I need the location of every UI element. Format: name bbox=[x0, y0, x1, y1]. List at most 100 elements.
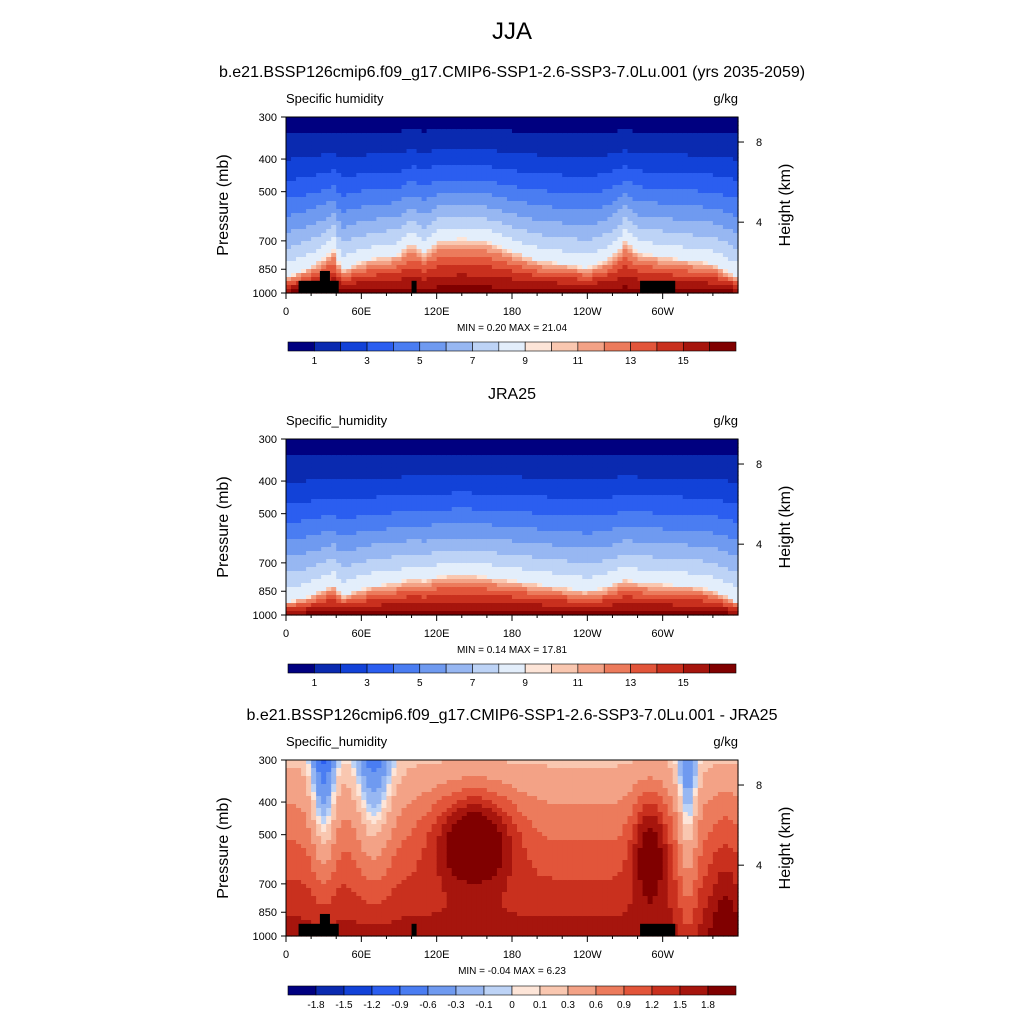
field-cell bbox=[341, 547, 347, 552]
field-cell bbox=[321, 499, 327, 504]
field-cell bbox=[296, 209, 302, 214]
field-cell bbox=[732, 197, 739, 202]
field-cell bbox=[557, 269, 563, 274]
field-cell bbox=[481, 277, 488, 282]
field-cell bbox=[391, 145, 398, 150]
field-cell bbox=[707, 125, 714, 130]
field-cell bbox=[587, 213, 593, 218]
field-cell bbox=[702, 209, 709, 214]
field-cell bbox=[481, 121, 488, 126]
field-cell bbox=[537, 177, 543, 182]
field-cell bbox=[366, 575, 372, 580]
field-cell bbox=[441, 189, 448, 194]
field-cell bbox=[542, 197, 548, 202]
field-cell bbox=[371, 221, 377, 226]
field-cell bbox=[697, 185, 704, 190]
field-cell bbox=[597, 181, 603, 186]
field-cell bbox=[682, 193, 689, 198]
field-cell bbox=[311, 261, 317, 266]
field-cell bbox=[476, 205, 483, 210]
field-cell bbox=[311, 455, 317, 460]
field-cell bbox=[296, 153, 302, 158]
field-cell bbox=[622, 273, 629, 278]
field-cell bbox=[552, 129, 558, 134]
field-cell bbox=[512, 141, 518, 146]
field-cell bbox=[336, 451, 342, 456]
field-cell bbox=[336, 281, 342, 286]
field-cell bbox=[722, 177, 729, 182]
field-cell bbox=[597, 117, 603, 122]
field-cell bbox=[356, 145, 362, 150]
field-cell bbox=[331, 129, 337, 134]
field-cell bbox=[717, 149, 724, 154]
field-cell bbox=[306, 165, 312, 170]
field-cell bbox=[311, 253, 317, 258]
field-cell bbox=[301, 475, 307, 480]
field-cell bbox=[286, 559, 292, 564]
field-cell bbox=[517, 137, 523, 142]
field-cell bbox=[341, 285, 347, 290]
field-cell bbox=[431, 273, 438, 278]
field-cell bbox=[587, 177, 593, 182]
field-cell bbox=[707, 145, 714, 150]
field-cell bbox=[572, 129, 578, 134]
field-cell bbox=[592, 121, 598, 126]
field-cell bbox=[286, 495, 292, 500]
field-cell bbox=[717, 141, 724, 146]
field-cell bbox=[336, 209, 342, 214]
field-cell bbox=[592, 289, 598, 294]
field-cell bbox=[522, 221, 528, 226]
field-cell bbox=[341, 205, 347, 210]
field-cell bbox=[652, 121, 659, 126]
field-cell bbox=[376, 285, 383, 290]
field-cell bbox=[346, 193, 352, 198]
field-cell bbox=[602, 261, 609, 266]
field-cell bbox=[677, 169, 684, 174]
field-cell bbox=[286, 161, 292, 166]
field-cell bbox=[291, 611, 297, 616]
field-cell bbox=[567, 189, 573, 194]
field-cell bbox=[496, 185, 503, 190]
field-cell bbox=[582, 125, 588, 130]
field-cell bbox=[301, 455, 307, 460]
field-cell bbox=[356, 209, 362, 214]
field-cell bbox=[376, 257, 383, 262]
field-cell bbox=[572, 253, 578, 258]
field-cell bbox=[451, 217, 458, 222]
field-cell bbox=[572, 121, 578, 126]
field-cell bbox=[361, 479, 367, 484]
field-cell bbox=[331, 535, 337, 540]
field-cell bbox=[471, 229, 478, 234]
field-cell bbox=[712, 197, 719, 202]
field-cell bbox=[376, 117, 383, 122]
field-cell bbox=[286, 531, 292, 536]
field-cell bbox=[552, 237, 558, 242]
field-cell bbox=[346, 241, 352, 246]
field-cell bbox=[316, 519, 322, 524]
field-cell bbox=[366, 547, 372, 552]
field-cell bbox=[496, 225, 503, 230]
field-cell bbox=[371, 547, 377, 552]
field-cell bbox=[622, 117, 629, 122]
field-cell bbox=[461, 161, 468, 166]
field-cell bbox=[306, 443, 312, 448]
field-cell bbox=[291, 603, 297, 608]
field-cell bbox=[361, 241, 367, 246]
field-cell bbox=[331, 467, 337, 472]
field-cell bbox=[351, 177, 357, 182]
field-cell bbox=[391, 121, 398, 126]
field-cell bbox=[311, 519, 317, 524]
field-cell bbox=[321, 535, 327, 540]
field-cell bbox=[401, 285, 408, 290]
field-cell bbox=[401, 249, 408, 254]
field-cell bbox=[351, 447, 357, 452]
field-cell bbox=[592, 209, 598, 214]
field-cell bbox=[552, 173, 558, 178]
field-cell bbox=[391, 539, 398, 544]
field-cell bbox=[296, 531, 302, 536]
field-cell bbox=[667, 237, 674, 242]
field-cell bbox=[356, 499, 362, 504]
field-cell bbox=[542, 229, 548, 234]
field-cell bbox=[286, 241, 292, 246]
field-cell bbox=[456, 161, 463, 166]
